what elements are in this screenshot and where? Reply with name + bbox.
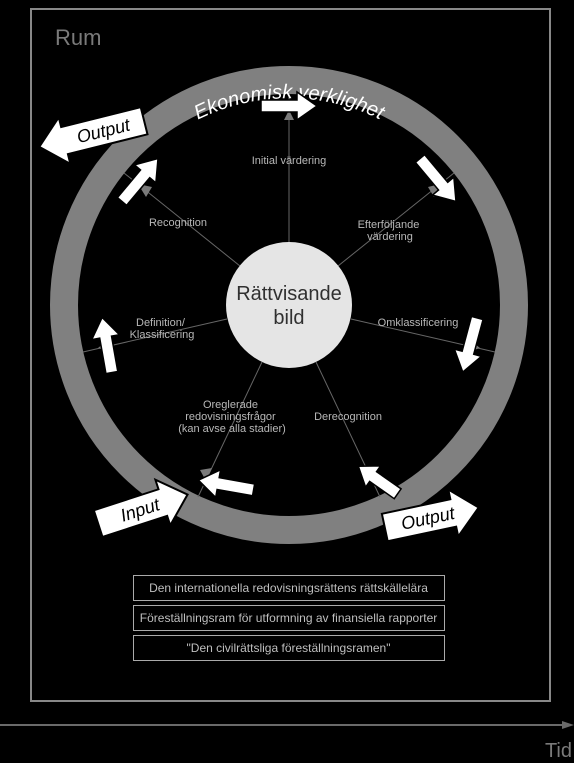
seg-0: Initial värdering (252, 155, 327, 167)
center-circle (226, 242, 352, 368)
footer-box-2: "Den civilrättsliga föreställningsramen" (133, 635, 445, 661)
footer-box-0: Den internationella redovisningsrättens … (133, 575, 445, 601)
tid-axis-arrow (0, 720, 574, 730)
seg-4: Oreglerade redovisningsfrågor (kan avse … (178, 399, 286, 435)
seg-3: Derecognition (314, 411, 382, 423)
seg-5: Definition/ Klassificering (130, 317, 195, 341)
footer-boxes: Den internationella redovisningsrättens … (30, 575, 547, 665)
seg-1: Efterföljande värdering (358, 219, 423, 243)
center-text-1: Rättvisande (236, 283, 342, 305)
center-text-2: bild (273, 307, 304, 329)
seg-2: Omklassificering (378, 317, 459, 329)
seg-6: Recognition (149, 217, 207, 229)
tid-label: Tid (545, 740, 572, 763)
footer-box-1: Föreställningsram för utformning av fina… (133, 605, 445, 631)
